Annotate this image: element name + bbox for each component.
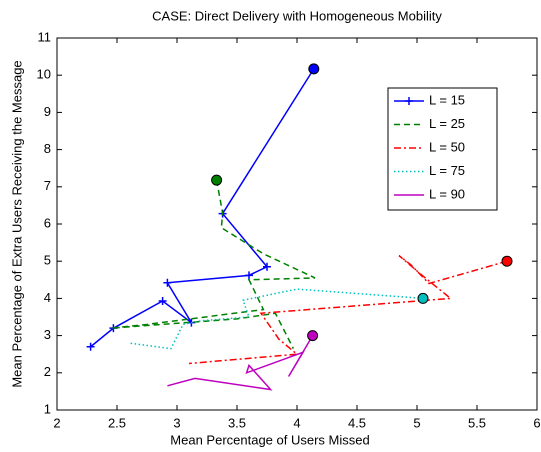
x-axis-label: Mean Percentage of Users Missed (170, 432, 369, 447)
y-tick-label: 1 (44, 401, 51, 416)
end-marker (417, 292, 429, 304)
x-tick-label: 2 (53, 415, 60, 430)
y-tick-label: 3 (44, 327, 51, 342)
end-marker (501, 255, 513, 267)
x-tick-label: 2.5 (108, 415, 126, 430)
end-marker (211, 174, 223, 186)
y-tick-label: 11 (38, 29, 52, 44)
series-line (128, 288, 424, 350)
chart-title: CASE: Direct Delivery with Homogeneous M… (152, 8, 442, 23)
y-tick-label: 7 (44, 178, 51, 193)
legend-label: L = 90 (429, 186, 465, 201)
x-tick-label: 4.5 (348, 415, 366, 430)
series-line (188, 255, 508, 365)
legend-label: L = 15 (429, 92, 465, 107)
x-tick-label: 6 (533, 415, 540, 430)
y-tick-label: 2 (44, 364, 51, 379)
legend-label: L = 75 (429, 163, 465, 178)
y-tick-label: 8 (44, 141, 51, 156)
end-marker (307, 330, 319, 342)
legend-box (387, 87, 498, 211)
y-tick-label: 10 (37, 67, 51, 82)
y-tick-label: 4 (44, 290, 51, 305)
x-tick-label: 3.5 (228, 415, 246, 430)
x-tick-label: 4 (293, 415, 300, 430)
point-marker (86, 342, 95, 351)
legend-label: L = 50 (429, 139, 465, 154)
point-marker (158, 297, 167, 306)
point-marker (245, 271, 253, 280)
x-tick-label: 5 (413, 415, 420, 430)
end-marker (308, 63, 320, 75)
x-tick-label: 3 (173, 415, 180, 430)
x-tick-label: 5.5 (468, 415, 486, 430)
y-axis-label: Mean Percentage of Extra Users Receiving… (9, 60, 24, 387)
y-tick-label: 5 (44, 253, 51, 268)
legend-marker (405, 97, 413, 105)
series-line (167, 335, 314, 391)
legend-label: L = 25 (429, 116, 465, 131)
y-tick-label: 9 (44, 104, 51, 119)
point-marker (163, 278, 172, 287)
y-tick-label: 6 (44, 215, 51, 230)
point-marker (263, 262, 271, 271)
